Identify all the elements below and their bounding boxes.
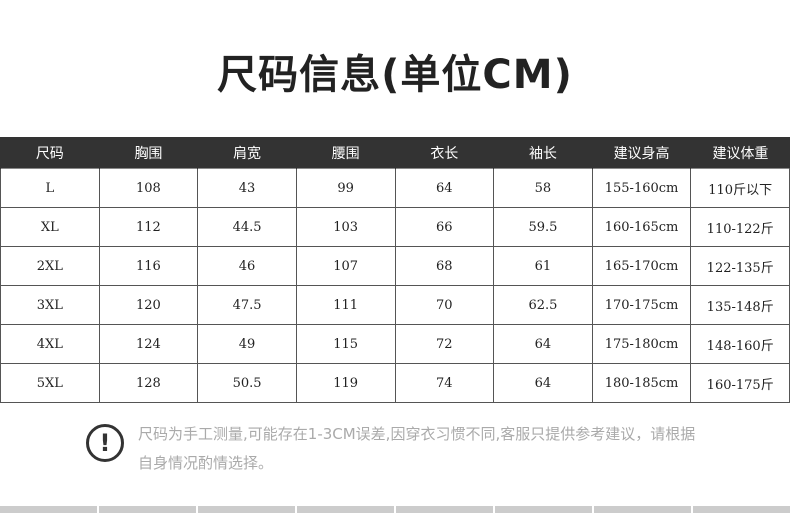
table-row: 4XL 124 49 115 72 64 175-180cm 148-160斤 [0, 324, 790, 364]
table-cell: 64 [493, 363, 593, 403]
table-row: L 108 43 99 64 58 155-160cm 110斤以下 [0, 168, 790, 208]
table-cell: 122-135斤 [690, 246, 790, 286]
table-cell: 155-160cm [591, 168, 692, 208]
table-row: XL 112 44.5 103 66 59.5 160-165cm 110-122斤 [0, 207, 790, 247]
table-cell: 47.5 [197, 285, 297, 325]
table-cell: 44.5 [197, 207, 297, 247]
table-cell: 165-170cm [591, 246, 692, 286]
page-title: 尺码信息(单位CM) [217, 52, 573, 98]
table-row: 5XL 128 50.5 119 74 64 180-185cm 160-175斤 [0, 363, 790, 403]
table-cell: 112 [98, 207, 199, 247]
table-cell: 128 [98, 363, 199, 403]
column-header: 腰围 [295, 137, 395, 169]
table-cell: 124 [98, 324, 199, 364]
column-header: 建议体重 [690, 137, 790, 169]
table-cell: 5XL [0, 363, 100, 403]
bottom-divider [0, 506, 790, 513]
table-cell: L [0, 168, 100, 208]
table-cell: 46 [197, 246, 297, 286]
note-text: 尺码为手工测量,可能存在1-3CM误差,因穿衣习惯不同,客服只提供参考建议，请根… [138, 425, 696, 472]
column-header: 建议身高 [591, 137, 691, 169]
table-cell: 170-175cm [591, 285, 692, 325]
table-cell: 74 [394, 363, 495, 403]
table-cell: 58 [493, 168, 593, 208]
table-cell: 4XL [0, 324, 100, 364]
table-cell: 148-160斤 [690, 324, 790, 364]
table-row: 2XL 116 46 107 68 61 165-170cm 122-135斤 [0, 246, 790, 286]
table-cell: 2XL [0, 246, 100, 286]
size-table: 尺码 胸围 肩宽 腰围 衣长 袖长 建议身高 建议体重 L 108 43 99 64 58 155-160… [0, 137, 790, 403]
table-cell: 110-122斤 [690, 207, 790, 247]
table-header: 尺码 胸围 肩宽 腰围 衣长 袖长 建议身高 建议体重 [0, 137, 790, 169]
table-row: 3XL 120 47.5 111 70 62.5 170-175cm 135-148斤 [0, 285, 790, 325]
table-cell: 110斤以下 [690, 168, 790, 208]
table-cell: 3XL [0, 285, 100, 325]
table-cell: 115 [295, 324, 396, 364]
table-cell: 108 [98, 168, 199, 208]
table-cell: 135-148斤 [690, 285, 790, 325]
table-cell: 111 [295, 285, 396, 325]
column-header: 胸围 [98, 137, 198, 169]
table-cell: 50.5 [197, 363, 297, 403]
measurement-note: ! 尺码为手工测量,可能存在1-3CM误差,因穿衣习惯不同,客服只提供参考建议，… [86, 420, 698, 478]
table-cell: 43 [197, 168, 297, 208]
table-cell: 66 [394, 207, 495, 247]
table-cell: 99 [295, 168, 396, 208]
table-cell: 175-180cm [591, 324, 692, 364]
table-cell: 160-175斤 [690, 363, 790, 403]
table-cell: 107 [295, 246, 396, 286]
table-cell: 119 [295, 363, 396, 403]
table-cell: 120 [98, 285, 199, 325]
table-cell: 68 [394, 246, 495, 286]
table-cell: 49 [197, 324, 297, 364]
table-cell: 70 [394, 285, 495, 325]
table-cell: 62.5 [493, 285, 593, 325]
table-cell: 116 [98, 246, 199, 286]
table-cell: 59.5 [493, 207, 593, 247]
column-header: 衣长 [394, 137, 494, 169]
exclamation-circle-icon: ! [86, 424, 124, 462]
column-header: 肩宽 [197, 137, 297, 169]
table-cell: 64 [394, 168, 495, 208]
table-cell: 64 [493, 324, 593, 364]
table-cell: 103 [295, 207, 396, 247]
column-header: 尺码 [0, 137, 100, 169]
table-cell: 61 [493, 246, 593, 286]
table-cell: 160-165cm [591, 207, 692, 247]
table-cell: 180-185cm [591, 363, 692, 403]
table-cell: 72 [394, 324, 495, 364]
column-header: 袖长 [493, 137, 593, 169]
table-cell: XL [0, 207, 100, 247]
